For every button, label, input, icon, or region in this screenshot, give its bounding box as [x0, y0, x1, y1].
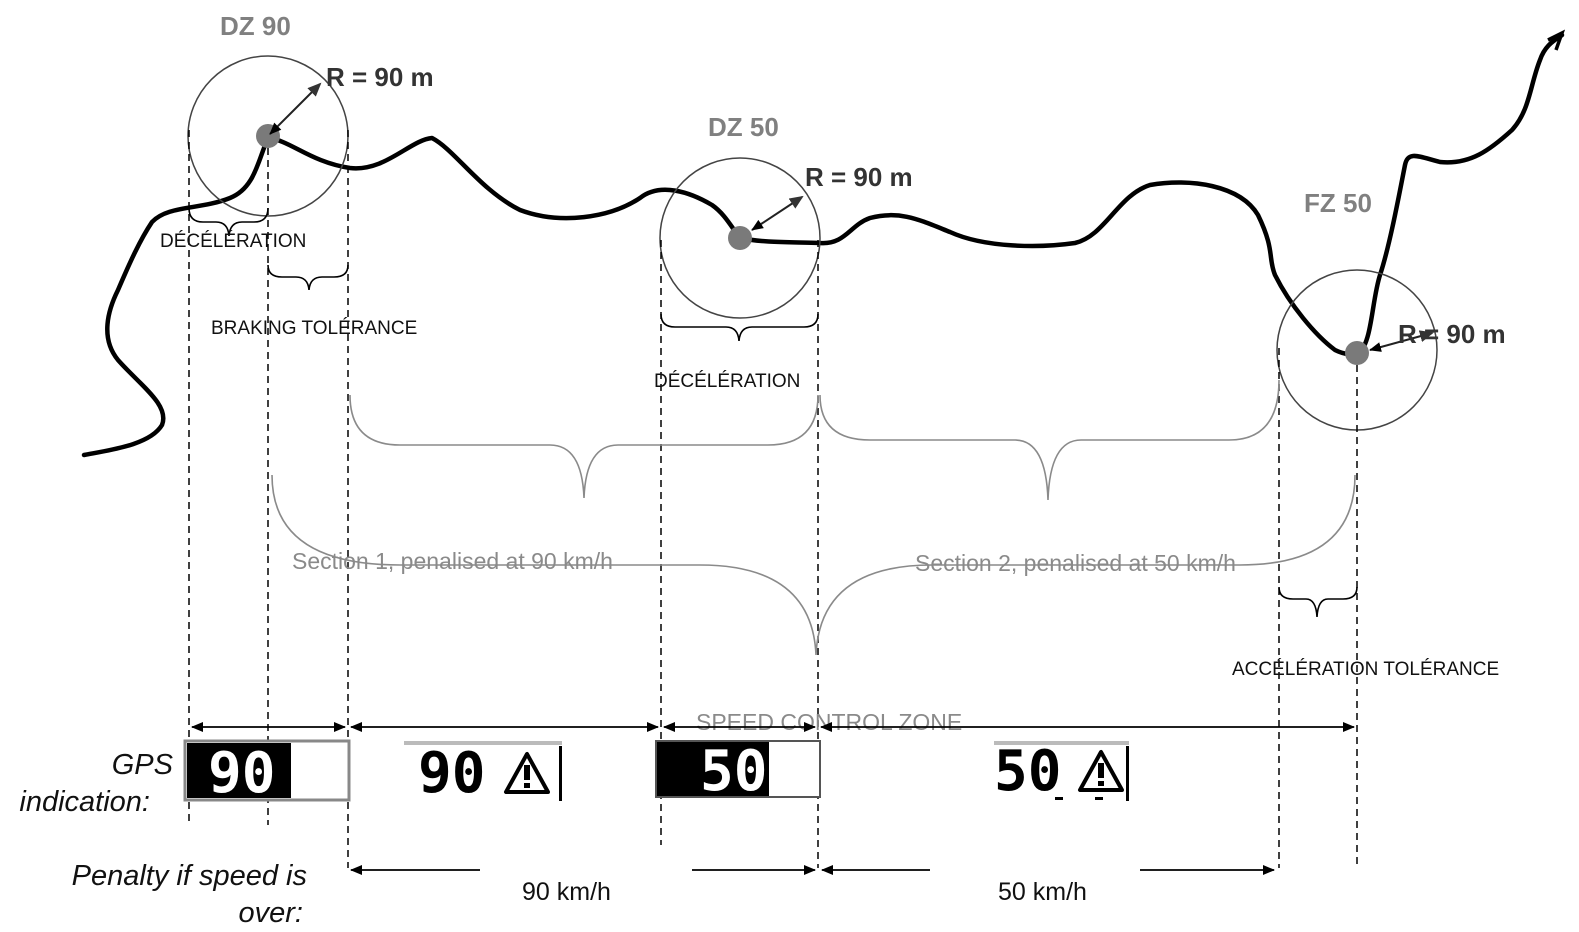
zone-dz50: DZ 50 R = 90 m	[659, 112, 913, 319]
brace-deceleration-1	[188, 207, 269, 237]
gps-display-3: 50	[655, 739, 821, 804]
gps-label-line1: GPS	[112, 749, 174, 781]
zone-dz90: DZ 90 R = 90 m	[187, 11, 434, 217]
brace-section-1-lower	[271, 474, 1356, 656]
label-deceleration-1: DÉCÉLÉRATION	[160, 231, 306, 252]
label-section-2: Section 2, penalised at 50 km/h	[915, 550, 1236, 576]
grey-braces	[271, 379, 1356, 656]
label-braking-tolerance: BRAKING TOLÉRANCE	[211, 318, 417, 339]
zone-dz50-center	[728, 226, 752, 250]
zone-dz50-radius-arrow	[751, 195, 804, 231]
label-speed-control-zone: SPEED CONTROL ZONE	[696, 709, 962, 735]
gps-display-1-value: 90	[208, 741, 275, 806]
brace-acceleration-tolerance	[1278, 586, 1358, 618]
zone-dz90-radius-arrow	[269, 82, 322, 135]
warning-icon	[1078, 750, 1124, 792]
gps-display-4-value: 50	[994, 739, 1061, 804]
zone-dz90-radius-label: R = 90 m	[326, 62, 434, 92]
route-end-arrow	[1547, 29, 1566, 51]
gps-display-2-value: 90	[418, 741, 485, 806]
gps-display-1: 90	[183, 739, 351, 806]
gps-label-line2: indication:	[19, 786, 150, 818]
brace-braking-tolerance	[267, 264, 349, 291]
black-braces	[188, 207, 1358, 618]
gps-display-3-value: 50	[700, 739, 767, 804]
label-deceleration-2: DÉCÉLÉRATION	[654, 371, 800, 392]
route-path	[81, 32, 1565, 458]
zone-dz50-name: DZ 50	[708, 112, 779, 142]
penalty-label-line1: Penalty if speed is	[72, 860, 307, 892]
penalty-label-line2: over:	[239, 897, 303, 929]
penalty-speed-50: 50 km/h	[998, 878, 1087, 906]
label-acceleration-tolerance: ACCÉLÉRATION TOLÉRANCE	[1232, 659, 1499, 680]
gps-display-2: 90	[404, 741, 562, 806]
brace-section-2-upper	[819, 379, 1280, 501]
label-section-1: Section 1, penalised at 90 km/h	[292, 548, 613, 574]
warning-icon	[504, 752, 550, 794]
brace-section-1-upper	[349, 394, 819, 499]
zone-dz90-name: DZ 90	[220, 11, 291, 41]
zone-fz50-name: FZ 50	[1304, 188, 1372, 218]
gps-display-4: 50	[994, 739, 1129, 804]
zone-fz50-center	[1345, 341, 1369, 365]
zone-fz50-radius-arrow	[1369, 330, 1434, 352]
brace-deceleration-2	[660, 313, 819, 342]
zone-fz50-radius-label: R = 90 m	[1398, 319, 1506, 349]
zone-dz50-radius-label: R = 90 m	[805, 162, 913, 192]
penalty-speed-90: 90 km/h	[522, 878, 611, 906]
zone-dz50-circle	[659, 157, 821, 319]
zone-fz50: FZ 50 R = 90 m	[1276, 188, 1506, 431]
